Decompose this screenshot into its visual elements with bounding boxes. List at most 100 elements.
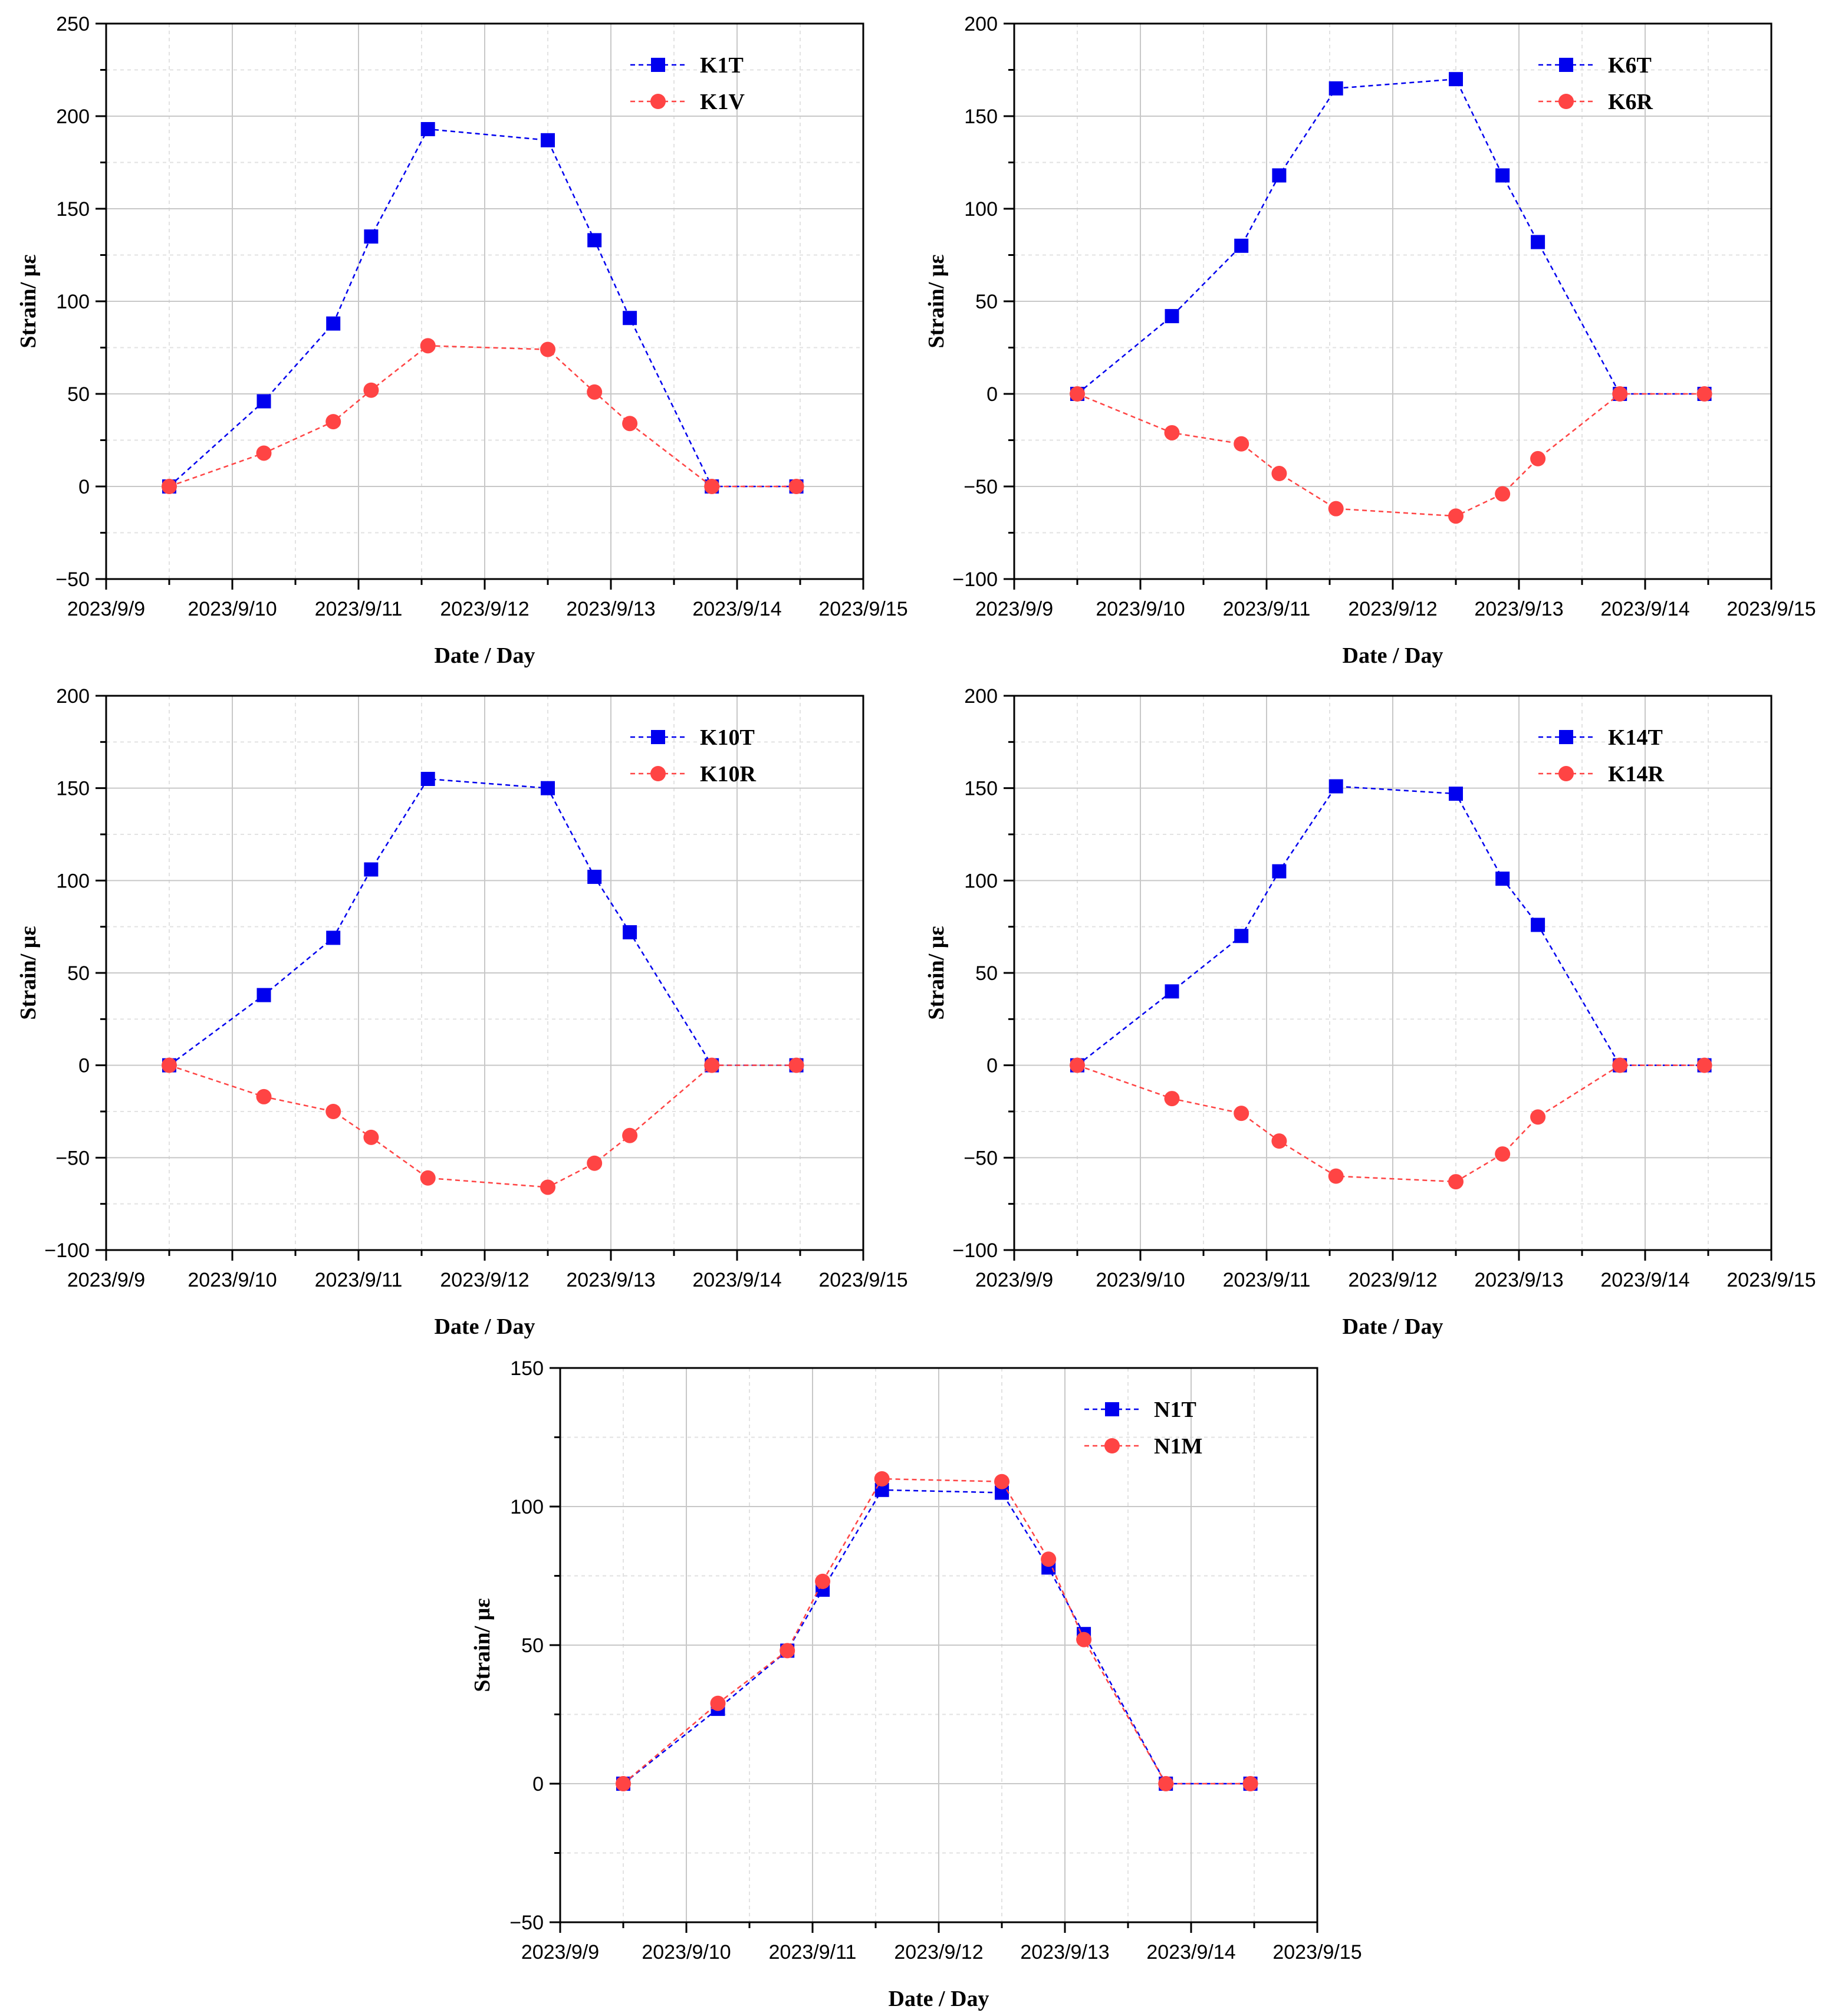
- y-tick-label: 100: [510, 1496, 544, 1518]
- data-point-K6T: [1328, 81, 1343, 96]
- x-tick-label: 2023/9/11: [769, 1941, 857, 1964]
- y-tick-label: 200: [964, 13, 998, 35]
- data-point-K14T: [1328, 779, 1343, 794]
- data-point-K1T: [420, 121, 435, 136]
- y-axis-title: Strain/ με: [16, 254, 41, 348]
- legend-marker-K6R: [1558, 94, 1574, 109]
- y-tick-label: 0: [78, 1055, 90, 1077]
- series-line-K14R: [1077, 1064, 1705, 1183]
- y-tick-label: 50: [975, 962, 998, 985]
- data-point-K14R: [1328, 1168, 1344, 1184]
- legend-marker-K10T: [651, 730, 665, 744]
- x-tick-label: 2023/9/9: [975, 1269, 1053, 1291]
- legend-label-K6T: K6T: [1608, 53, 1652, 78]
- y-tick-label: 150: [56, 198, 90, 221]
- legend-marker-K1T: [651, 58, 665, 72]
- x-tick-label: 2023/9/10: [188, 598, 277, 620]
- data-point-K14R: [1164, 1091, 1180, 1107]
- x-axis-title: Date / Day: [1343, 643, 1443, 668]
- data-point-K10R: [540, 1179, 555, 1195]
- data-point-K6R: [1448, 508, 1464, 524]
- x-tick-label: 2023/9/14: [1600, 1269, 1689, 1291]
- x-tick-label: 2023/9/15: [1727, 1269, 1816, 1291]
- chart-2: 2023/9/9 2023/9/10 2023/9/11 2023/9/12 2023/…: [924, 13, 1816, 668]
- data-point-K1V: [704, 479, 720, 494]
- data-point-K10T: [420, 772, 435, 786]
- data-point-K6T: [1272, 168, 1287, 183]
- data-point-K1V: [587, 384, 603, 400]
- x-tick-label: 2023/9/9: [67, 598, 145, 620]
- data-point-K14R: [1612, 1057, 1628, 1073]
- legend-marker-N1M: [1104, 1438, 1120, 1453]
- chart-1: 2023/9/9 2023/9/10 2023/9/11 2023/9/12 2023/…: [16, 13, 908, 668]
- y-tick-label: 200: [964, 685, 998, 708]
- y-tick-label: −100: [44, 1239, 90, 1262]
- x-tick-label: 2023/9/10: [642, 1941, 731, 1964]
- data-point-N1M: [780, 1643, 795, 1659]
- data-point-K10R: [622, 1127, 638, 1143]
- data-point-K1V: [622, 416, 638, 432]
- x-tick-label: 2023/9/15: [1272, 1941, 1362, 1964]
- data-point-K6R: [1328, 501, 1344, 517]
- data-point-K6T: [1495, 168, 1510, 183]
- data-point-K10T: [364, 862, 379, 877]
- data-point-K1T: [364, 229, 379, 244]
- data-point-K1V: [788, 479, 804, 494]
- y-axis-title: Strain/ με: [924, 254, 949, 348]
- data-point-K1T: [326, 316, 341, 331]
- x-tick-label: 2023/9/9: [975, 598, 1053, 620]
- x-tick-label: 2023/9/13: [1020, 1941, 1109, 1964]
- data-point-K10T: [326, 930, 341, 945]
- x-tick-label: 2023/9/12: [440, 1269, 529, 1291]
- data-point-K1V: [162, 479, 177, 494]
- data-point-K14R: [1234, 1106, 1249, 1122]
- y-tick-label: −50: [963, 476, 998, 498]
- series-line-K6R: [1077, 393, 1705, 517]
- series-line-K10R: [169, 1064, 797, 1188]
- legend-marker-N1T: [1105, 1402, 1119, 1416]
- data-point-K10R: [420, 1170, 436, 1186]
- data-point-K6T: [1449, 72, 1463, 87]
- data-point-N1M: [1242, 1776, 1258, 1791]
- data-point-K1T: [587, 233, 602, 248]
- data-point-K10T: [256, 988, 271, 1002]
- y-axis-title: Strain/ με: [16, 926, 41, 1019]
- series-K10R: K10R: [162, 762, 804, 1195]
- data-point-K1T: [623, 311, 637, 325]
- data-point-N1M: [874, 1471, 890, 1486]
- y-axis-title: Strain/ με: [924, 926, 949, 1019]
- chart-5: 2023/9/9 2023/9/10 2023/9/11 2023/9/12 2023/…: [470, 1357, 1362, 2011]
- data-point-N1M: [710, 1695, 726, 1711]
- y-tick-label: 150: [964, 778, 998, 800]
- legend-label-K1V: K1V: [700, 90, 745, 114]
- data-point-N1M: [1041, 1551, 1057, 1567]
- x-tick-label: 2023/9/15: [1727, 598, 1816, 620]
- data-point-K6T: [1531, 235, 1545, 249]
- data-point-K14T: [1449, 787, 1463, 801]
- y-tick-label: 100: [56, 870, 90, 892]
- data-point-N1M: [1076, 1632, 1092, 1647]
- data-point-K10T: [623, 925, 637, 940]
- data-point-N1M: [1158, 1776, 1174, 1791]
- x-tick-label: 2023/9/11: [1223, 598, 1311, 620]
- data-point-K1T: [541, 133, 555, 147]
- x-tick-label: 2023/9/10: [1096, 598, 1185, 620]
- y-tick-label: 150: [964, 106, 998, 128]
- x-tick-label: 2023/9/15: [818, 1269, 907, 1291]
- data-point-K1T: [256, 394, 271, 409]
- x-tick-label: 2023/9/9: [521, 1941, 599, 1964]
- data-point-K6R: [1234, 436, 1249, 452]
- series-K1V: K1V: [162, 90, 804, 494]
- y-tick-label: 250: [56, 13, 90, 35]
- series-line-K1T: [169, 128, 797, 488]
- data-point-K1V: [540, 341, 555, 357]
- data-point-K6R: [1696, 386, 1712, 402]
- series-line-K14T: [1077, 785, 1705, 1066]
- data-point-K1V: [325, 414, 341, 430]
- legend-marker-K14T: [1559, 730, 1573, 744]
- data-point-K6T: [1234, 238, 1249, 253]
- data-point-K6R: [1070, 386, 1085, 402]
- data-point-K14T: [1495, 871, 1510, 886]
- data-point-K6R: [1271, 466, 1287, 482]
